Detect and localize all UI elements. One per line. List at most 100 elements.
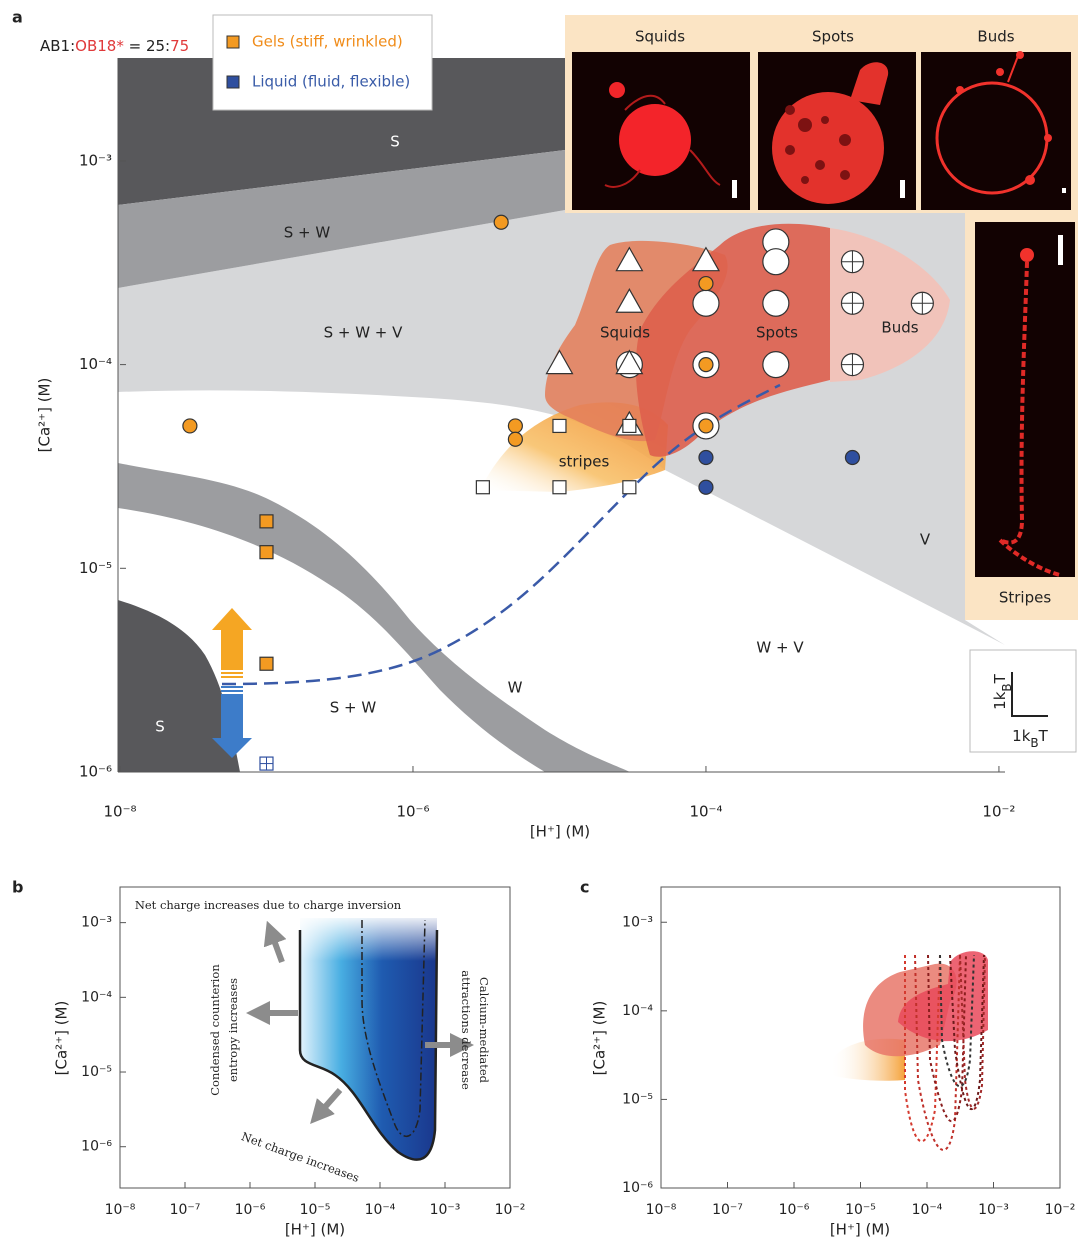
x-tick-label: 10⁻⁶ [396, 803, 429, 821]
y-tick-label: 10⁻⁴ [622, 1003, 653, 1019]
legend-label: Gels (stiff, wrinkled) [252, 33, 403, 51]
x-tick-label: 10⁻⁷ [170, 1202, 201, 1218]
y-tick-label: 10⁻³ [622, 914, 653, 930]
x-tick-label: 10⁻⁴ [365, 1202, 396, 1218]
y-tick-label: 10⁻⁵ [79, 559, 112, 577]
legend-label: Liquid (fluid, flexible) [252, 73, 410, 91]
point [508, 419, 522, 433]
scale-label-part: 1k [1012, 727, 1031, 745]
panel-b-regions [258, 916, 462, 1160]
point [845, 450, 859, 464]
y-tick-label: 10⁻⁴ [79, 355, 112, 373]
composition: AB1:OB18* = 25:75 [40, 37, 189, 55]
panel-label: c [580, 878, 589, 897]
plot-frame [661, 887, 1060, 1188]
x-tick-label: 10⁻² [982, 803, 1015, 821]
composition-part: 75 [170, 37, 189, 55]
point [260, 515, 273, 528]
y-tick-label: 10⁻⁵ [81, 1064, 112, 1080]
point [699, 419, 713, 433]
x-tick-label: 10⁻⁸ [646, 1202, 677, 1218]
x-tick-label: 10⁻³ [978, 1202, 1009, 1218]
page: {"chart_data":[ {"type":"scatter","panel… [0, 0, 1078, 1244]
scale-label-part: B [1000, 683, 1014, 691]
x-tick-label: 10⁻³ [430, 1202, 461, 1218]
y-tick-label: 10⁻⁶ [79, 763, 112, 781]
region-label: W [508, 679, 523, 697]
annotation: Calcium-mediated [477, 977, 491, 1084]
point [553, 481, 566, 494]
y-tick-label: 10⁻⁶ [622, 1180, 653, 1196]
cluster-label: Buds [881, 319, 918, 337]
point [911, 292, 933, 314]
x-tick-label: 10⁻⁵ [845, 1202, 876, 1218]
x-tick-label: 10⁻⁸ [105, 1202, 136, 1218]
annotation: Net charge increases due to charge inver… [135, 898, 402, 912]
x-axis-label: [H⁺] (M) [285, 1221, 345, 1239]
x-tick-label: 10⁻⁸ [103, 803, 136, 821]
region-label: S [390, 133, 400, 151]
x-tick-label: 10⁻⁶ [235, 1202, 266, 1218]
point [508, 432, 522, 446]
panel-c-regions [830, 951, 988, 1150]
point [260, 546, 273, 559]
x-tick-label: 10⁻² [495, 1202, 526, 1218]
legend: Gels (stiff, wrinkled) Liquid (fluid, fl… [213, 15, 432, 110]
figure: Gels (stiff, wrinkled) Liquid (fluid, fl… [0, 0, 1078, 1240]
composition-part: OB18* [75, 37, 124, 55]
panel-label: b [12, 878, 23, 897]
scale-bar: 1kBT 1kBT [970, 650, 1076, 752]
x-tick-label: 10⁻⁷ [712, 1202, 743, 1218]
x-axis-label: [H⁺] (M) [830, 1221, 890, 1239]
x-axis-label: [H⁺] (M) [530, 823, 590, 841]
region-label: V [920, 531, 931, 549]
cluster-label: stripes [559, 453, 610, 471]
region-label: W + V [756, 639, 804, 657]
y-axis-label: [Ca²⁺] (M) [591, 1001, 609, 1076]
annotation: Condensed counterion [208, 964, 222, 1096]
micrograph-label: Spots [812, 28, 854, 46]
x-tick-label: 10⁻⁴ [912, 1202, 943, 1218]
y-tick-label: 10⁻⁵ [622, 1091, 653, 1107]
point [623, 419, 636, 432]
x-tick-label: 10⁻⁶ [779, 1202, 810, 1218]
point [260, 657, 273, 670]
point [763, 249, 789, 275]
point [494, 215, 508, 229]
point [183, 419, 197, 433]
region-label: S [155, 718, 165, 736]
scale-label-part: T [1038, 727, 1049, 745]
region-label: S + W [330, 699, 377, 717]
point [260, 757, 273, 770]
y-tick-label: 10⁻³ [81, 915, 112, 931]
y-axis-label: [Ca²⁺] (M) [36, 378, 54, 453]
composition-part: = 25: [124, 37, 170, 55]
micrograph-label: Squids [635, 28, 685, 46]
scale-label-part: 1k [991, 691, 1009, 710]
point [553, 419, 566, 432]
point [841, 251, 863, 273]
point [623, 481, 636, 494]
micrograph-label: Stripes [999, 589, 1051, 607]
point [699, 480, 713, 494]
scale-label-part: T [991, 673, 1009, 684]
micrograph-label: Buds [977, 28, 1014, 46]
y-tick-label: 10⁻⁴ [81, 989, 112, 1005]
y-axis-label: [Ca²⁺] (M) [53, 1001, 71, 1076]
point [699, 450, 713, 464]
point [841, 292, 863, 314]
annotation: attractions decrease [459, 970, 473, 1090]
region-label: S + W + V [324, 324, 404, 342]
point [841, 354, 863, 376]
point [693, 290, 719, 316]
point [476, 481, 489, 494]
annotation: entropy increases [226, 978, 240, 1082]
point [763, 352, 789, 378]
annotation: Net charge increases [239, 1129, 361, 1185]
composition-part: AB1: [40, 37, 75, 55]
point [763, 290, 789, 316]
x-tick-label: 10⁻² [1045, 1202, 1076, 1218]
x-tick-label: 10⁻⁵ [300, 1202, 331, 1218]
scale-label-part: B [1030, 736, 1038, 750]
panel-label: a [12, 8, 23, 27]
